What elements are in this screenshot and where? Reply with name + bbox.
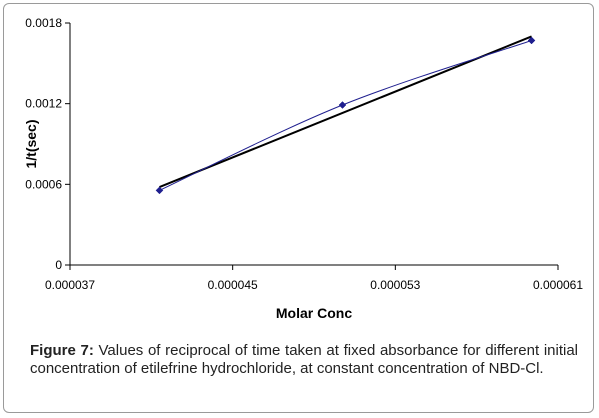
y-tick-label: 0.0012 xyxy=(25,97,62,111)
y-tick-label: 0.0006 xyxy=(25,177,62,191)
x-tick-label: 0.000037 xyxy=(45,278,95,292)
data-point xyxy=(155,186,164,195)
y-axis-title: 1/t(sec) xyxy=(23,119,39,168)
x-ticks: 0.000037 0.000045 0.000053 0.000061 xyxy=(45,265,583,292)
data-point xyxy=(338,101,347,109)
data-line xyxy=(159,40,532,191)
figure-frame xyxy=(3,3,594,413)
x-axis-title: Molar Conc xyxy=(276,305,352,321)
plot-area xyxy=(69,23,558,266)
y-tick-label: 0.0018 xyxy=(25,16,62,30)
x-tick-label: 0.000061 xyxy=(533,278,583,292)
series-layer xyxy=(155,35,536,195)
y-tick-label: 0 xyxy=(55,258,62,272)
trendline xyxy=(159,35,532,188)
x-tick-label: 0.000045 xyxy=(208,278,258,292)
x-tick-label: 0.000053 xyxy=(370,278,420,292)
data-point xyxy=(527,36,536,45)
figure-caption: Figure 7: Values of reciprocal of time t… xyxy=(30,342,578,378)
y-ticks: 0 0.0006 0.0012 0.0018 xyxy=(25,16,70,272)
caption-lead: Figure 7: xyxy=(30,342,94,359)
caption-text: Values of reciprocal of time taken at fi… xyxy=(30,342,578,377)
